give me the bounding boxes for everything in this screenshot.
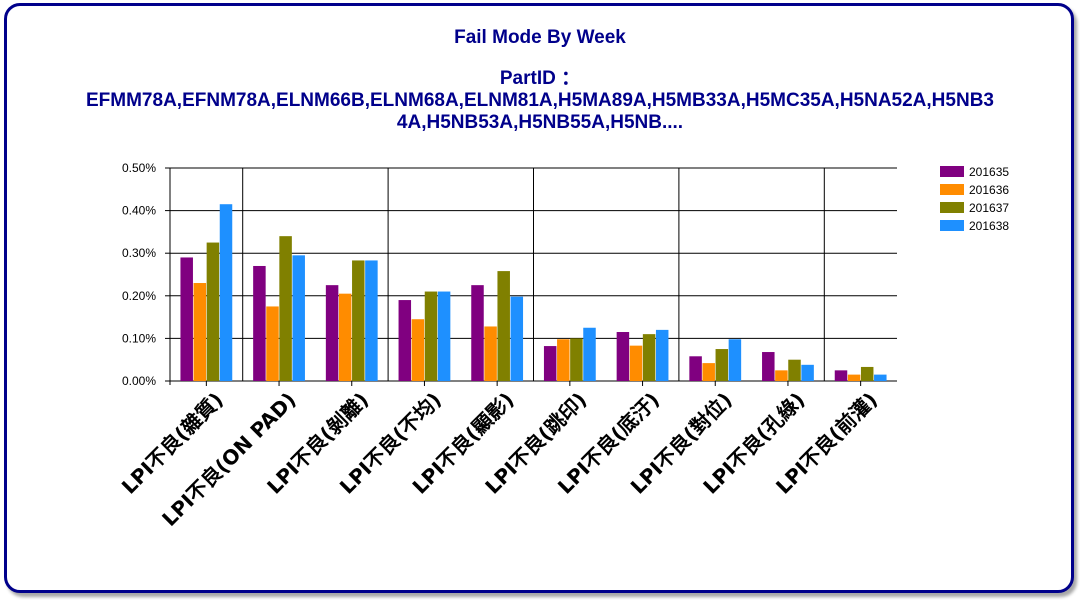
bar-201638 [801, 364, 814, 381]
bar-201637 [424, 291, 438, 381]
legend-label: 201636 [969, 183, 1009, 197]
bar-201635 [471, 285, 484, 381]
bar-201636 [338, 293, 352, 381]
legend-swatch [940, 220, 964, 231]
subtitle-line: PartID ： [499, 68, 581, 89]
y-tick-label: 0.40% [122, 204, 156, 218]
bar-201636 [411, 319, 425, 381]
bar-201635 [253, 265, 266, 381]
bar-201638 [365, 260, 378, 381]
bar-201637 [642, 334, 656, 381]
legend-swatch [940, 202, 964, 213]
bar-201635 [834, 370, 848, 381]
chart-title: Fail Mode By Week [454, 27, 626, 48]
legend-label: 201635 [969, 165, 1009, 179]
bar-201638 [655, 329, 669, 381]
bar-201637 [497, 271, 510, 381]
bar-201637 [279, 236, 292, 381]
bar-201635 [543, 346, 557, 381]
subtitle-line: 4A,H5NB53A,H5NB55A,H5NB.... [396, 112, 684, 133]
y-tick-label: 0.10% [122, 331, 156, 345]
x-tick-label: LPI不良(ON PAD) [157, 388, 300, 531]
bar-201636 [847, 374, 861, 381]
bar-201636 [193, 283, 207, 381]
bar-201635 [180, 257, 193, 381]
y-tick-label: 0.20% [122, 289, 156, 303]
bar-201638 [437, 291, 451, 381]
y-tick-label: 0.00% [122, 374, 156, 388]
bar-201637 [206, 242, 220, 381]
bar-201638 [728, 339, 742, 381]
bar-201638 [292, 255, 305, 381]
bar-201637 [715, 349, 729, 381]
bar-201635 [616, 332, 630, 381]
bar-201635 [762, 352, 775, 381]
y-tick-label: 0.50% [122, 161, 156, 175]
bar-201636 [484, 326, 497, 381]
bar-201637 [352, 260, 365, 381]
legend-swatch [940, 166, 964, 177]
bar-201636 [557, 339, 570, 381]
bar-201635 [325, 285, 339, 381]
bar-201637 [788, 359, 801, 381]
bar-201636 [775, 370, 788, 381]
subtitle-line: EFMM78A,EFNM78A,ELNM66B,ELNM68A,ELNM81A,… [86, 90, 994, 111]
bar-201638 [583, 327, 596, 381]
bar-201635 [689, 356, 702, 381]
chart-subtitle: PartID ： EFMM78A,EFNM78A,ELNM66B,ELNM68A… [60, 68, 1020, 134]
bar-201638 [219, 204, 233, 381]
bar-201636 [702, 363, 715, 381]
bar-201637 [860, 366, 874, 381]
bar-201636 [629, 345, 643, 381]
bar-201638 [510, 296, 524, 381]
legend-label: 201638 [969, 219, 1009, 233]
bar-201638 [874, 374, 887, 381]
bar-201635 [398, 300, 412, 381]
y-tick-label: 0.30% [122, 246, 156, 260]
bar-201636 [266, 306, 279, 381]
legend-swatch [940, 184, 964, 195]
legend-label: 201637 [969, 201, 1009, 215]
bar-201637 [570, 338, 583, 381]
